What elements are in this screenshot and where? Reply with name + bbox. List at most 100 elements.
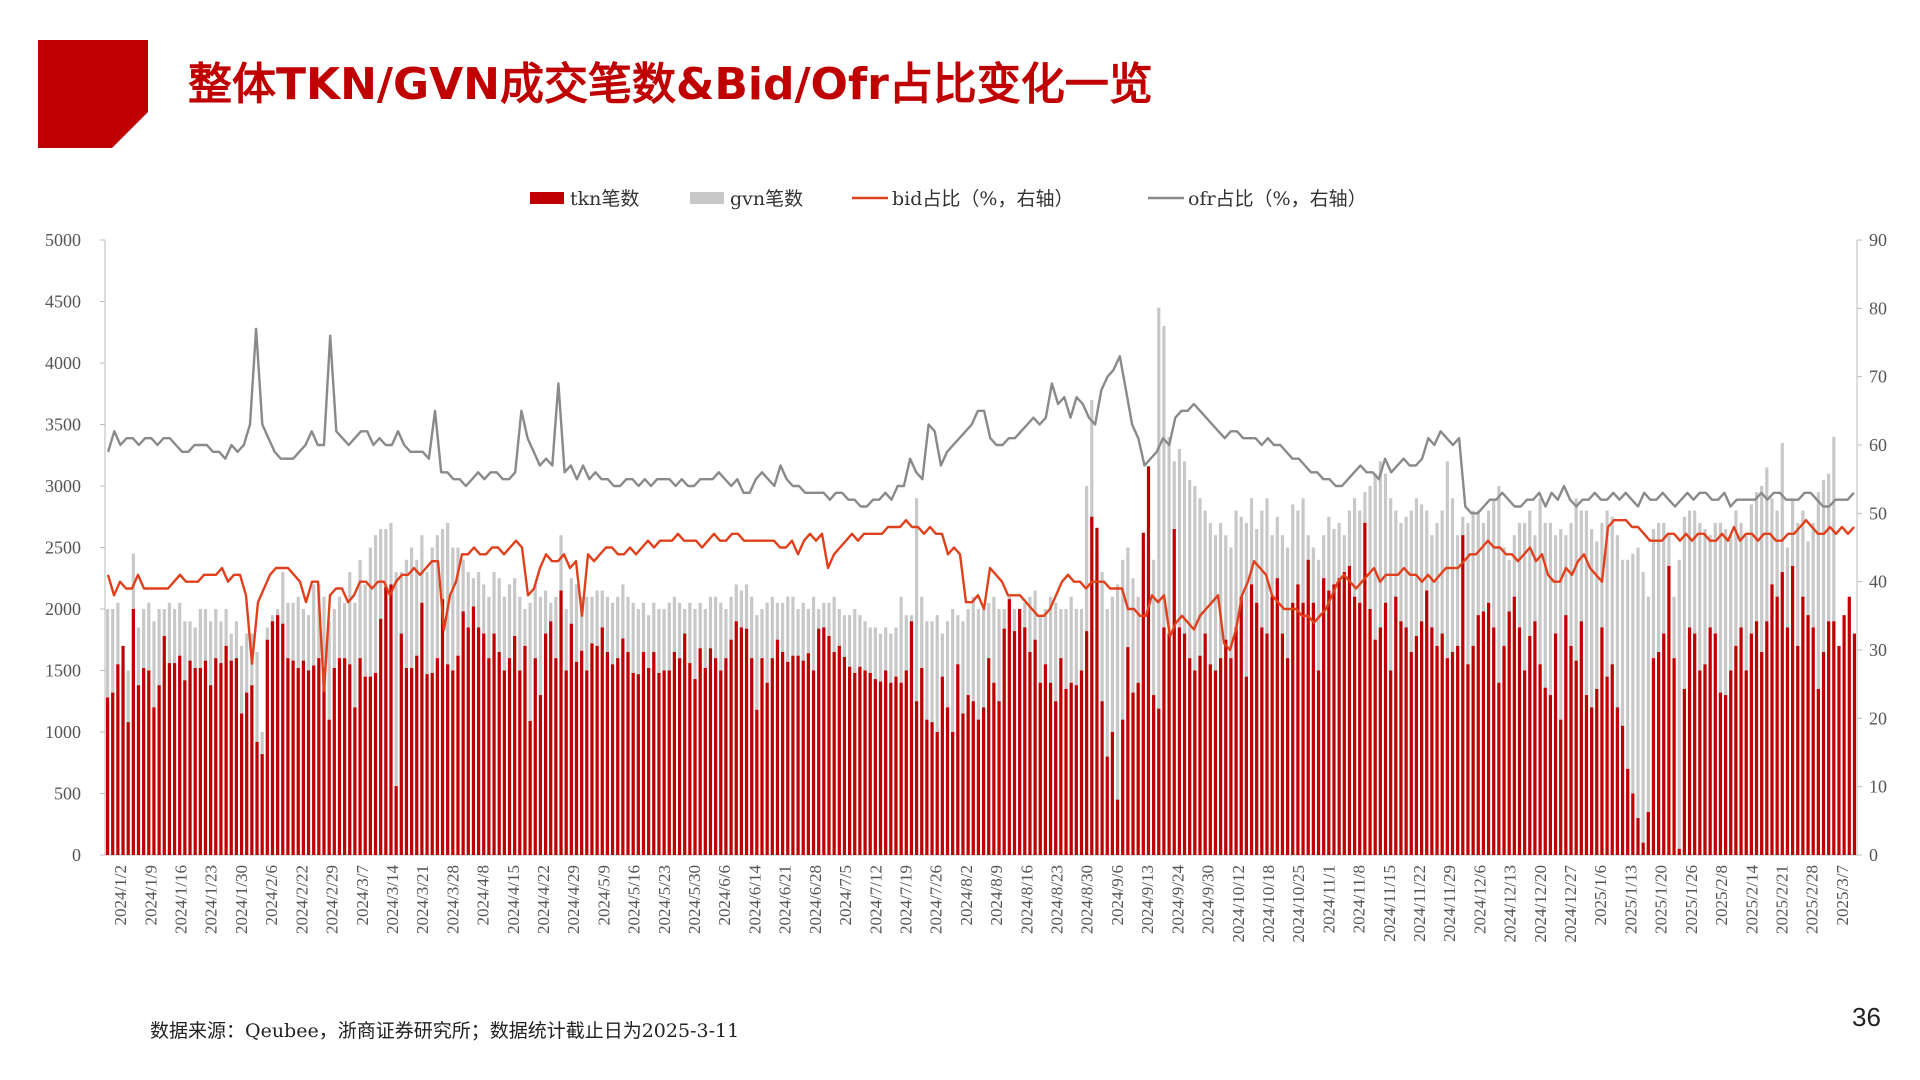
tkn-bar (343, 658, 347, 855)
tkn-bar (951, 732, 955, 855)
gvn-bar (1157, 307, 1161, 855)
tkn-bar (791, 655, 795, 855)
tkn-bar (1456, 645, 1460, 855)
gvn-bar (1682, 516, 1686, 855)
tkn-bar (543, 633, 548, 855)
tkn-bar (1291, 602, 1295, 855)
gvn-bar (1641, 572, 1645, 855)
x-tick-label: 2024/12/6 (1470, 865, 1489, 934)
x-tick-label: 2024/1/23 (202, 865, 221, 934)
x-tick-label: 2024/11/1 (1319, 865, 1338, 933)
tkn-bar (662, 670, 666, 855)
tkn-bar (281, 623, 285, 855)
tkn-bar (1615, 707, 1619, 855)
tkn-bar (848, 666, 852, 855)
tkn-bar (1713, 633, 1717, 855)
tkn-bar (1724, 695, 1728, 855)
tkn-bar (1007, 599, 1011, 855)
tkn-bar (1394, 596, 1398, 855)
tkn-bar (1085, 631, 1089, 855)
combo-chart: tkn笔数 gvn笔数 bid占比（%，右轴） ofr占比（%，右轴） 0500100… (45, 188, 1887, 943)
tkn-bar (167, 663, 172, 855)
x-tick-label: 2025/1/26 (1682, 865, 1701, 934)
tkn-bar (708, 648, 713, 855)
tkn-bar (631, 672, 635, 855)
x-tick-label: 2024/4/15 (504, 865, 523, 934)
tkn-bar (1842, 615, 1846, 855)
tkn-bar (446, 664, 450, 855)
tkn-bar (1110, 732, 1114, 855)
tkn-bar (157, 685, 161, 855)
tkn-bar (1631, 793, 1635, 855)
tkn-bar (961, 713, 965, 855)
x-tick-label: 2024/11/22 (1410, 865, 1429, 942)
tkn-bar (1064, 688, 1068, 855)
tkn-bar (1553, 633, 1558, 855)
tkn-bar (739, 627, 743, 855)
tkn-bar (1373, 639, 1377, 855)
tkn-bar (796, 655, 800, 855)
tkn-bar (1265, 633, 1269, 855)
tkn-bar (1059, 658, 1063, 855)
tkn-bar (956, 664, 960, 855)
tkn-bar (1172, 529, 1176, 855)
tkn-bar (451, 670, 455, 855)
tkn-bar (1476, 615, 1480, 855)
tkn-bar (832, 652, 836, 855)
x-tick-label: 2025/2/8 (1712, 865, 1731, 925)
tkn-bar (1255, 602, 1259, 855)
tkn-bar (600, 627, 604, 855)
x-tick-label: 2024/10/25 (1289, 865, 1308, 942)
tkn-bar (394, 786, 398, 855)
gvn-bar (1620, 559, 1625, 855)
tkn-bar (1404, 627, 1408, 855)
x-tick-label: 2024/4/22 (534, 865, 553, 934)
tkn-bar (209, 685, 213, 855)
legend-swatch (690, 192, 724, 204)
tkn-bar (1682, 688, 1686, 855)
tkn-bar (1121, 719, 1125, 855)
tkn-bar (1224, 639, 1228, 855)
tkn-bar (1765, 621, 1769, 855)
tkn-bar (492, 633, 496, 855)
tkn-bar (1754, 621, 1759, 855)
gvn-bar (1626, 559, 1630, 855)
x-tick-label: 2024/2/29 (323, 865, 342, 934)
tkn-bar (1502, 645, 1506, 855)
tkn-bar (1538, 664, 1542, 855)
x-tick-label: 2024/8/2 (957, 865, 976, 925)
tkn-bar (894, 676, 898, 855)
tkn-bar (765, 682, 769, 855)
tkn-bar (1244, 676, 1248, 855)
tkn-bar (270, 621, 275, 855)
gvn-bar (1115, 584, 1120, 855)
tkn-bar (585, 670, 589, 855)
tkn-bar (234, 658, 238, 855)
tkn-bar (1564, 615, 1568, 855)
tkn-bar (1327, 590, 1331, 855)
x-tick-label: 2024/10/18 (1259, 865, 1278, 942)
tkn-bar (1352, 596, 1357, 855)
tkn-bar (1744, 670, 1748, 855)
tkn-bar (1193, 670, 1197, 855)
tkn-bar (389, 584, 393, 855)
tkn-bar (312, 665, 316, 855)
tkn-bar (1481, 611, 1486, 855)
tkn-bar (1157, 708, 1161, 855)
tkn-bar (904, 670, 908, 855)
gvn-bar (1816, 492, 1820, 855)
x-tick-label: 2024/7/5 (836, 865, 855, 925)
tkn-bar (914, 701, 919, 855)
tkn-bar (688, 663, 692, 855)
x-tick-label: 2025/1/6 (1591, 865, 1610, 925)
gvn-bar (1677, 559, 1681, 855)
tkn-bar (188, 660, 192, 855)
gvn-bar (1718, 522, 1723, 855)
tkn-bar (337, 658, 342, 855)
title-corner-block (38, 40, 148, 148)
tkn-bar (1507, 611, 1511, 855)
gvn-bar (1497, 486, 1501, 855)
tkn-bar (1301, 602, 1305, 855)
x-tick-label: 2024/12/27 (1561, 865, 1580, 943)
tkn-bar (1785, 627, 1790, 855)
